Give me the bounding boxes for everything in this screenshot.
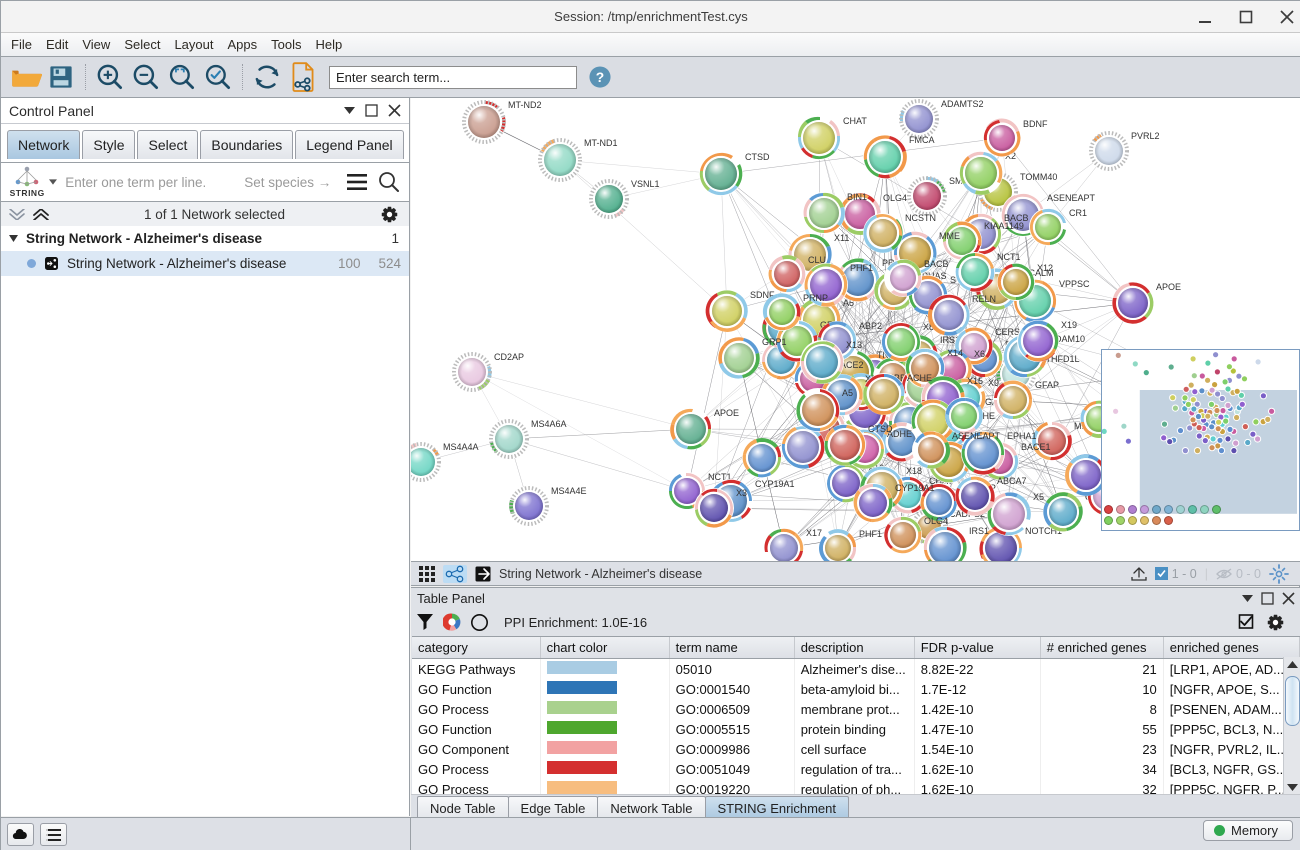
svg-text:CYP19A1: CYP19A1: [755, 479, 795, 489]
svg-text:BIN1: BIN1: [847, 192, 867, 202]
svg-text:X12: X12: [1037, 263, 1053, 273]
svg-text:CHAT: CHAT: [843, 116, 867, 126]
svg-text:CYP19A1: CYP19A1: [895, 483, 935, 493]
svg-text:X5: X5: [1033, 492, 1044, 502]
svg-text:PRNP: PRNP: [803, 293, 828, 303]
svg-text:X17: X17: [806, 528, 822, 538]
svg-text:OLG4: OLG4: [883, 193, 907, 203]
svg-text:X3: X3: [736, 488, 747, 498]
svg-text:ABCA7: ABCA7: [997, 476, 1027, 486]
svg-text:CD2AP: CD2AP: [494, 352, 524, 362]
svg-text:PHF1: PHF1: [859, 529, 882, 539]
svg-text:BDNF: BDNF: [1023, 119, 1048, 129]
svg-text:MS4A6A: MS4A6A: [531, 419, 567, 429]
svg-text:PHF1: PHF1: [850, 263, 873, 273]
svg-text:ACHE: ACHE: [907, 373, 932, 383]
svg-text:GRP1: GRP1: [762, 337, 787, 347]
svg-text:MS4A4A: MS4A4A: [443, 442, 479, 452]
svg-text:MS4A4E: MS4A4E: [551, 486, 587, 496]
svg-text:X6: X6: [974, 349, 985, 359]
svg-text:PVRL2: PVRL2: [1131, 131, 1160, 141]
svg-text:RELN: RELN: [972, 294, 996, 304]
svg-text:X9: X9: [988, 378, 999, 388]
svg-text:X19: X19: [1061, 320, 1077, 330]
svg-text:KIAA1149: KIAA1149: [984, 221, 1024, 231]
svg-text:X15: X15: [967, 376, 983, 386]
svg-text:OLG4: OLG4: [924, 516, 948, 526]
svg-text:CTSD: CTSD: [868, 424, 893, 434]
svg-text:FMCA: FMCA: [909, 135, 935, 145]
svg-text:X14: X14: [947, 348, 963, 358]
svg-text:BACE1: BACE1: [1021, 442, 1051, 452]
svg-text:GFAP: GFAP: [1035, 380, 1059, 390]
svg-text:MT-ND2: MT-ND2: [508, 100, 542, 110]
svg-text:APOE: APOE: [1156, 282, 1181, 292]
svg-text:MT-ND1: MT-ND1: [584, 138, 618, 148]
svg-text:ADAMTS2: ADAMTS2: [941, 99, 984, 109]
svg-text:VSNL1: VSNL1: [631, 179, 660, 189]
svg-text:CR1: CR1: [1069, 208, 1087, 218]
svg-text:X13: X13: [846, 340, 862, 350]
svg-text:TOMM40: TOMM40: [1020, 172, 1057, 182]
svg-text:ASENEAPT: ASENEAPT: [952, 431, 1001, 441]
svg-text:MME: MME: [939, 231, 960, 241]
svg-text:ABP2: ABP2: [859, 321, 882, 331]
svg-text:BACB: BACB: [924, 259, 949, 269]
svg-text:CERS: CERS: [995, 327, 1020, 337]
svg-text:IRS1: IRS1: [969, 526, 989, 536]
svg-text:A5: A5: [842, 388, 853, 398]
svg-text:EPHA1: EPHA1: [1007, 431, 1037, 441]
svg-text:CTSD: CTSD: [745, 152, 770, 162]
svg-text:X11: X11: [834, 233, 849, 243]
svg-text:X18: X18: [906, 466, 922, 476]
svg-text:APOE: APOE: [714, 408, 739, 418]
svg-text:ASENEAPT: ASENEAPT: [1047, 193, 1096, 203]
svg-text:VPPSC: VPPSC: [1059, 279, 1090, 289]
svg-text:NCT1: NCT1: [997, 252, 1021, 262]
svg-text:?: ?: [596, 69, 604, 85]
svg-text:NCSTN: NCSTN: [905, 213, 936, 223]
